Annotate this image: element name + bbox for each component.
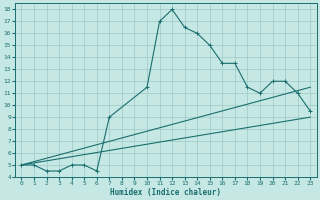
X-axis label: Humidex (Indice chaleur): Humidex (Indice chaleur) <box>110 188 221 197</box>
